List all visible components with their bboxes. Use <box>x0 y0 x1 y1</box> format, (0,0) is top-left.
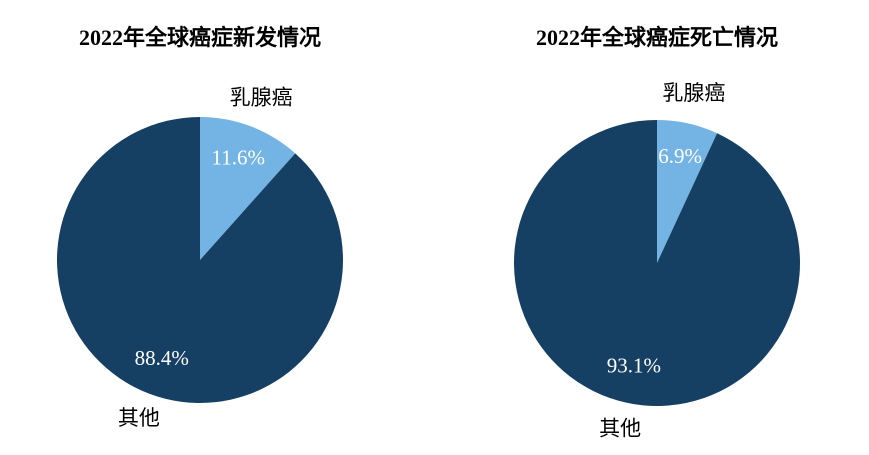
value-label: 6.9% <box>658 144 702 168</box>
category-label: 其他 <box>118 406 160 430</box>
category-label: 乳腺癌 <box>230 85 293 109</box>
pie-slice <box>200 117 296 260</box>
value-label: 11.6% <box>211 146 264 170</box>
chart-title: 2022年全球癌症死亡情况 <box>536 25 778 50</box>
pie-slice <box>56 117 343 403</box>
chart-title: 2022年全球癌症新发情况 <box>79 25 321 50</box>
category-label: 乳腺癌 <box>662 81 725 105</box>
category-label: 其他 <box>599 416 641 440</box>
value-label: 93.1% <box>607 354 661 378</box>
pie-slice <box>514 119 800 406</box>
pie-slice <box>657 120 718 263</box>
value-label: 88.4% <box>135 346 189 370</box>
